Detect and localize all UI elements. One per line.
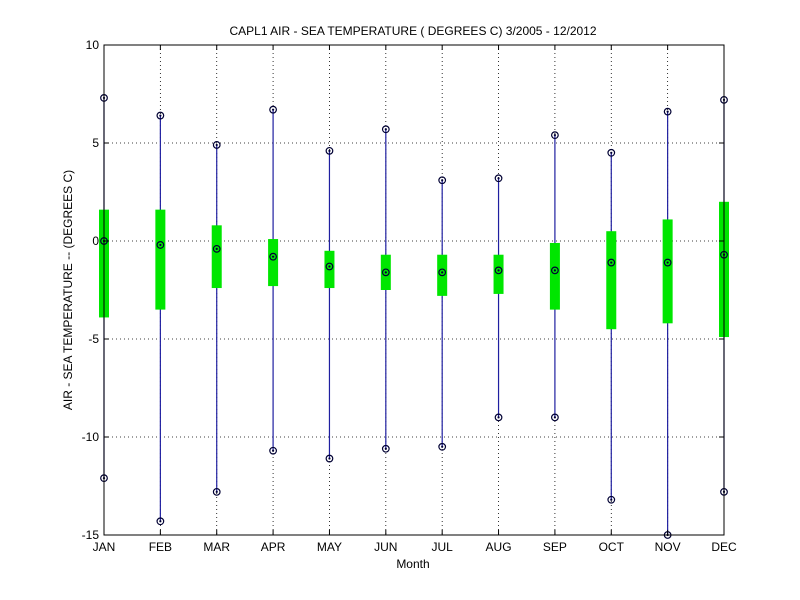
median-marker-dot-jul — [441, 271, 444, 274]
max-marker-sep — [551, 131, 559, 140]
median-marker-nov — [663, 258, 672, 267]
y-axis-label: AIR - SEA TEMPERATURE -- (DEGREES C) — [61, 170, 75, 410]
median-marker-feb — [156, 241, 165, 249]
median-marker-oct — [607, 258, 616, 267]
max-marker-dot-mar — [215, 143, 218, 147]
min-marker-jul — [438, 442, 447, 451]
min-marker-dot-may — [328, 457, 331, 460]
iqr-box-aug — [493, 254, 504, 294]
max-marker-jun — [381, 125, 390, 134]
min-marker-dot-feb — [159, 520, 162, 523]
x-tick-label-oct: OCT — [599, 540, 625, 554]
x-tick-label-jun: JUN — [374, 540, 397, 554]
median-marker-jun — [381, 268, 390, 277]
x-tick-label-sep: SEP — [543, 540, 567, 554]
x-tick-label-apr: APR — [261, 540, 286, 554]
min-marker-dot-oct — [610, 498, 613, 501]
max-marker-jul — [438, 176, 447, 185]
y-tick-label: -15 — [82, 528, 100, 542]
median-marker-sep — [551, 266, 559, 275]
min-marker-feb — [156, 517, 165, 526]
median-marker-mar — [212, 244, 221, 253]
max-marker-feb — [156, 111, 165, 120]
median-marker-dot-may — [328, 265, 331, 268]
median-marker-dot-aug — [497, 269, 500, 272]
max-marker-dot-feb — [159, 114, 162, 117]
x-tick-label-jul: JUL — [432, 540, 454, 554]
median-marker-dot-apr — [271, 255, 275, 258]
iqr-box-sep — [549, 242, 560, 310]
min-marker-dot-aug — [497, 416, 500, 419]
x-tick-label-dec: DEC — [711, 540, 737, 554]
min-marker-dot-jul — [441, 445, 444, 448]
max-marker-aug — [494, 174, 503, 183]
max-marker-dot-aug — [497, 177, 500, 180]
min-marker-aug — [494, 413, 503, 422]
iqr-box-feb — [155, 209, 166, 310]
plot-frame — [103, 44, 725, 536]
min-marker-oct — [607, 495, 616, 504]
x-tick-label-may: MAY — [317, 540, 342, 554]
max-marker-dot-sep — [553, 134, 557, 137]
x-tick-label-aug: AUG — [486, 540, 512, 554]
median-marker-dot-sep — [553, 269, 557, 272]
min-marker-dot-mar — [215, 490, 218, 493]
iqr-box-apr — [268, 239, 279, 287]
median-marker-jul — [438, 268, 447, 277]
min-marker-sep — [551, 413, 559, 422]
median-marker-dot-nov — [666, 261, 669, 264]
median-marker-dot-oct — [610, 261, 613, 264]
min-marker-dot-apr — [271, 449, 275, 452]
median-marker-may — [325, 262, 334, 271]
median-marker-dot-jun — [384, 271, 387, 274]
min-marker-dot-jun — [384, 447, 387, 450]
y-tick-label: 10 — [86, 38, 100, 52]
x-axis-label: Month — [396, 557, 429, 571]
y-tick-label: -5 — [88, 332, 99, 346]
min-marker-may — [325, 454, 334, 463]
median-marker-dot-mar — [215, 247, 218, 250]
min-marker-mar — [212, 487, 221, 496]
x-tick-label-nov: NOV — [655, 540, 681, 554]
max-marker-dot-nov — [666, 110, 669, 113]
median-marker-apr — [269, 252, 277, 261]
max-marker-dot-jul — [441, 179, 444, 182]
iqr-box-mar — [211, 225, 222, 289]
median-marker-dot-feb — [159, 243, 162, 247]
max-marker-may — [325, 146, 334, 155]
max-marker-mar — [212, 141, 221, 149]
chart-title: CAPL1 AIR - SEA TEMPERATURE ( DEGREES C)… — [229, 24, 596, 38]
max-marker-oct — [607, 148, 616, 157]
y-tick-label: 0 — [92, 234, 99, 248]
min-marker-jun — [381, 444, 390, 453]
min-marker-dot-sep — [553, 416, 557, 419]
max-marker-nov — [663, 107, 672, 116]
max-marker-dot-may — [328, 149, 331, 152]
x-tick-label-jan: JAN — [93, 540, 116, 554]
y-tick-label: -10 — [82, 430, 100, 444]
axis-ticks: -15 -10 -5 0 5 10 JAN FEB MAR APR MAY JUN JUL AUG SEP O… — [82, 38, 737, 554]
max-marker-dot-oct — [610, 151, 613, 154]
iqr-box-oct — [606, 231, 617, 330]
iqr-box-nov — [662, 219, 673, 324]
x-tick-label-mar: MAR — [203, 540, 230, 554]
y-tick-label: 5 — [92, 136, 99, 150]
max-marker-apr — [269, 105, 277, 114]
max-marker-dot-jun — [384, 128, 387, 131]
median-marker-aug — [494, 266, 503, 275]
max-marker-dot-apr — [271, 108, 275, 111]
min-marker-apr — [269, 446, 277, 455]
x-tick-label-feb: FEB — [149, 540, 172, 554]
